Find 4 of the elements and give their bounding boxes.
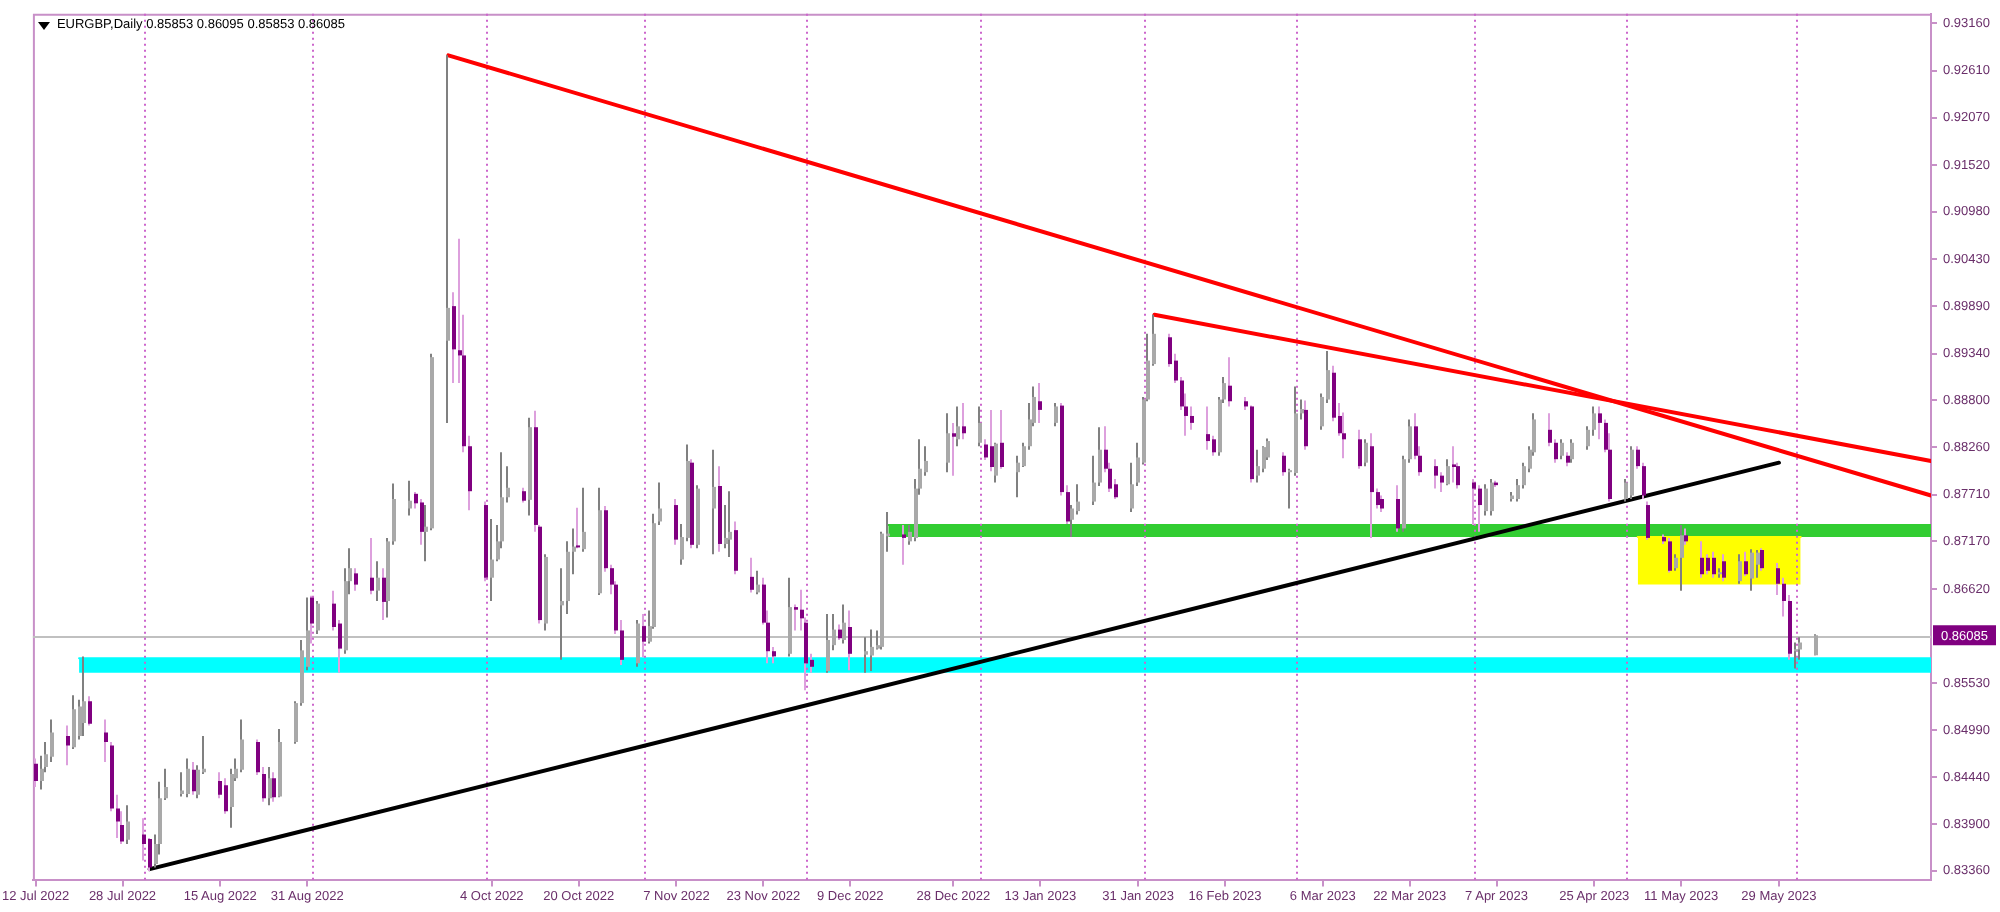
candlestick [576,507,580,549]
candlestick [902,524,906,565]
candlestick [446,55,450,423]
candlestick [864,637,868,673]
